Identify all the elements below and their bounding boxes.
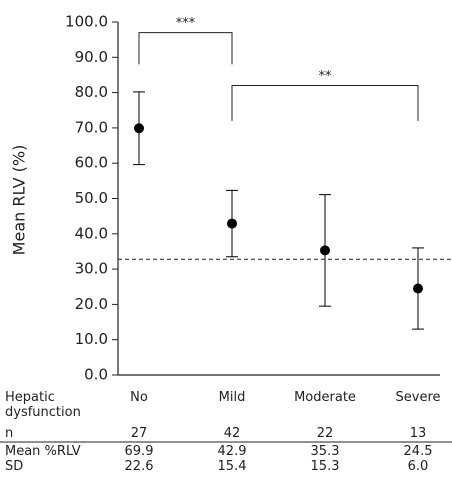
row-label: SD: [5, 459, 24, 474]
y-tick-label: 80.0: [75, 83, 108, 101]
category-label: Moderate: [294, 390, 356, 405]
table-cell: 69.9: [124, 444, 154, 459]
table-cell: 22.6: [124, 459, 154, 474]
category-label: Mild: [218, 390, 246, 405]
y-tick-label: 30.0: [75, 260, 108, 278]
category-label: Severe: [395, 390, 441, 405]
y-tick-label: 0.0: [84, 366, 108, 384]
point: [227, 218, 237, 229]
significance-bracket: [138, 32, 233, 65]
table-cell: 35.3: [310, 444, 340, 459]
point: [413, 283, 423, 294]
table-cell: 42: [223, 426, 241, 441]
row-label: Mean %RLV: [5, 444, 81, 459]
y-axis-label: Mean RLV (%): [10, 145, 29, 256]
table-cell: 27: [130, 426, 148, 441]
y-tick-label: 40.0: [75, 224, 108, 242]
y-tick-label: 70.0: [75, 118, 108, 136]
table-cell: 6.0: [407, 459, 429, 474]
y-tick-label: 20.0: [75, 295, 108, 313]
significance-label: **: [319, 69, 333, 84]
table-cell: 15.3: [310, 459, 340, 474]
y-tick-label: 10.0: [75, 330, 108, 348]
y-tick-label: 50.0: [75, 189, 108, 207]
significance-label: ***: [176, 16, 196, 31]
point: [320, 245, 330, 256]
table-cell: 15.4: [217, 459, 247, 474]
y-tick-label: 60.0: [75, 154, 108, 172]
table-cell: 24.5: [403, 444, 433, 459]
x-axis-label: Hepatic dysfunction: [5, 390, 81, 420]
y-tick-label: 90.0: [75, 48, 108, 66]
table-cell: 42.9: [217, 444, 247, 459]
category-label: No: [130, 390, 148, 405]
table-cell: 22: [316, 426, 334, 441]
row-label: n: [5, 426, 14, 441]
y-tick-label: 100.0: [65, 13, 108, 31]
table-cell: 13: [409, 426, 427, 441]
significance-bracket: [231, 85, 419, 121]
point: [134, 123, 144, 134]
